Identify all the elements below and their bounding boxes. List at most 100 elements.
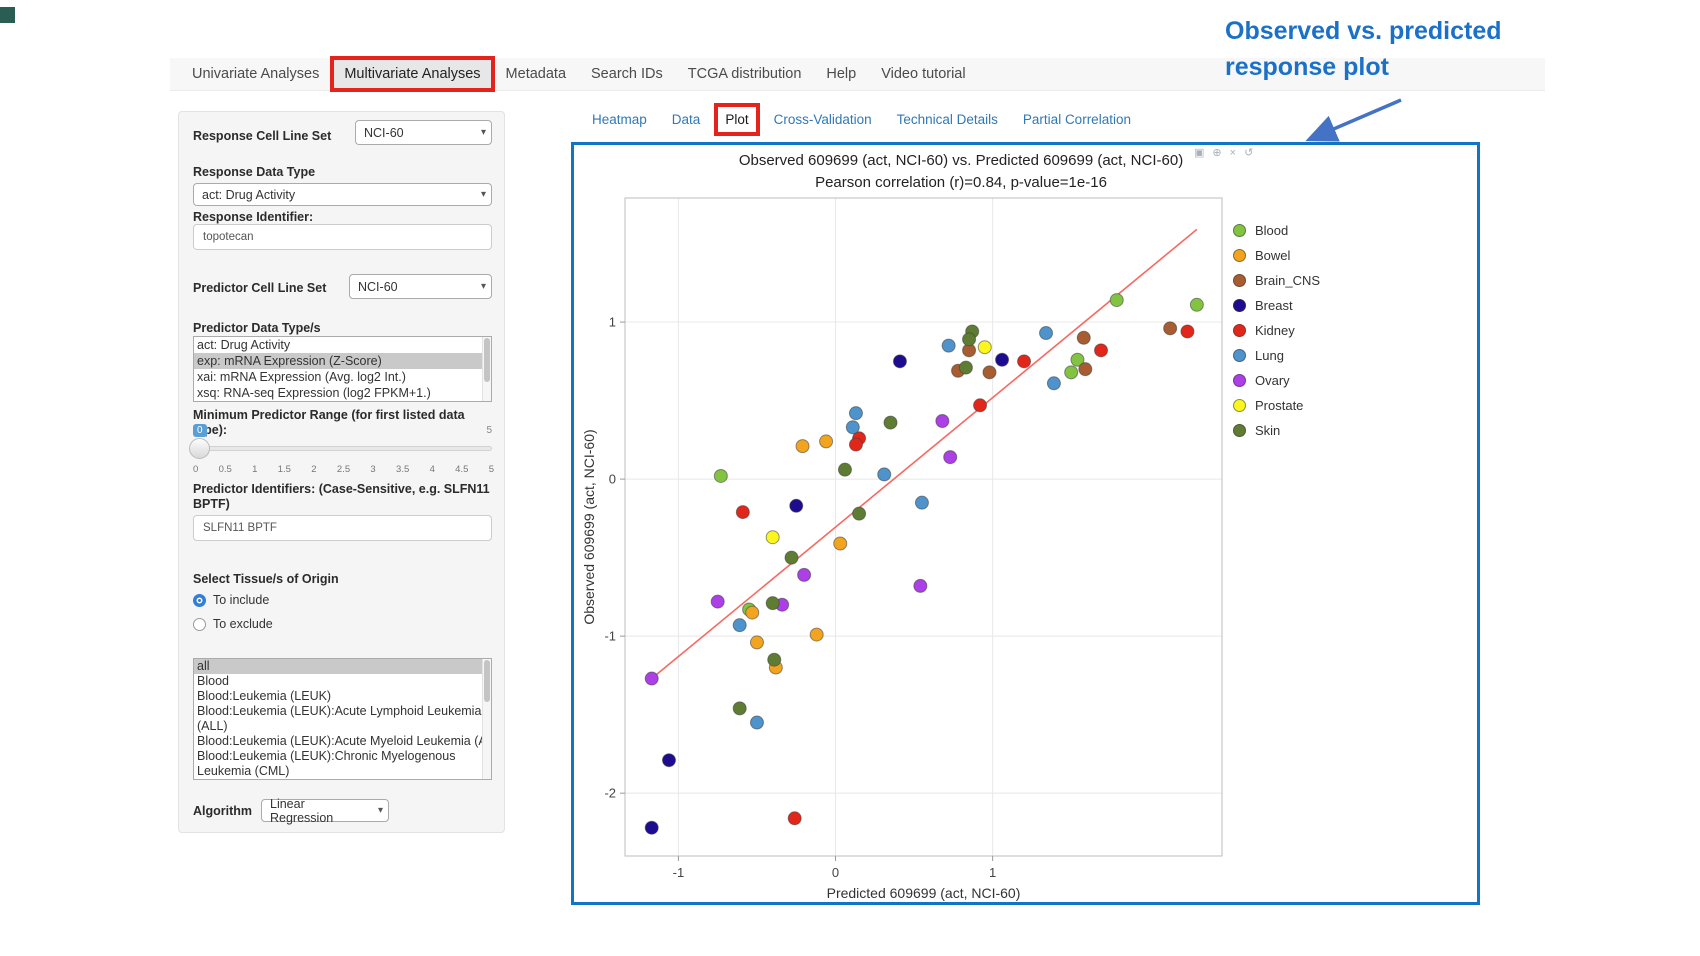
scatter-point-bowel[interactable] bbox=[833, 536, 848, 551]
radio-to-include[interactable]: To include bbox=[193, 593, 269, 607]
nav-item-univariate-analyses[interactable]: Univariate Analyses bbox=[192, 66, 320, 82]
scatter-point-breast[interactable] bbox=[661, 753, 676, 768]
scatter-point-lung[interactable] bbox=[1046, 376, 1061, 391]
legend-item-bowel[interactable]: Bowel bbox=[1233, 248, 1290, 263]
scatter-point-skin[interactable] bbox=[784, 550, 799, 565]
response-cell-line-set-select[interactable]: NCI-60 ▾ bbox=[355, 120, 492, 145]
scatter-point-breast[interactable] bbox=[995, 352, 1010, 367]
scatter-point-brain_cns[interactable] bbox=[982, 365, 997, 380]
tab-partial-correlation[interactable]: Partial Correlation bbox=[1022, 112, 1131, 127]
camera-icon[interactable]: ▣ bbox=[1194, 147, 1205, 159]
slider-handle[interactable] bbox=[189, 438, 210, 459]
pan-icon[interactable]: × bbox=[1229, 147, 1237, 159]
nav-item-search-ids[interactable]: Search IDs bbox=[591, 66, 663, 82]
scatter-point-blood[interactable] bbox=[1064, 365, 1079, 380]
predictor-data-types-list[interactable]: act: Drug Activity exp: mRNA Expression (… bbox=[193, 336, 492, 402]
scatter-point-skin[interactable] bbox=[767, 652, 782, 667]
response-identifier-input[interactable]: topotecan bbox=[193, 224, 492, 250]
scatter-point-breast[interactable] bbox=[789, 498, 804, 513]
scrollbar[interactable] bbox=[482, 337, 491, 401]
scatter-point-bowel[interactable] bbox=[809, 627, 824, 642]
tab-technical-details[interactable]: Technical Details bbox=[896, 112, 998, 127]
scatter-point-breast[interactable] bbox=[892, 354, 907, 369]
reset-icon[interactable]: ↺ bbox=[1244, 147, 1254, 159]
tab-plot[interactable]: Plot bbox=[714, 103, 760, 136]
scatter-point-blood[interactable] bbox=[713, 468, 728, 483]
scatter-point-lung[interactable] bbox=[749, 715, 764, 730]
scatter-point-skin[interactable] bbox=[958, 360, 973, 375]
scatter-point-lung[interactable] bbox=[941, 338, 956, 353]
legend-item-breast[interactable]: Breast bbox=[1233, 298, 1293, 313]
tab-heatmap[interactable]: Heatmap bbox=[592, 112, 647, 127]
scatter-point-ovary[interactable] bbox=[797, 567, 812, 582]
radio-to-exclude[interactable]: To exclude bbox=[193, 617, 273, 631]
predictor-data-type-option[interactable]: exp: mRNA Expression (Z-Score) bbox=[194, 353, 491, 369]
slider-track[interactable] bbox=[195, 446, 492, 451]
algorithm-select[interactable]: Linear Regression ▾ bbox=[261, 797, 389, 825]
legend-item-skin[interactable]: Skin bbox=[1233, 423, 1280, 438]
nav-item-multivariate-analyses[interactable]: Multivariate Analyses bbox=[330, 56, 495, 92]
scatter-point-brain_cns[interactable] bbox=[1076, 330, 1091, 345]
scatter-point-lung[interactable] bbox=[848, 406, 863, 421]
nav-item-tcga-distribution[interactable]: TCGA distribution bbox=[687, 66, 802, 82]
scatter-point-lung[interactable] bbox=[1039, 326, 1054, 341]
scatter-point-blood[interactable] bbox=[1070, 352, 1085, 367]
response-data-type-select[interactable]: act: Drug Activity ▾ bbox=[193, 183, 492, 206]
predictor-data-type-option[interactable]: xsq: RNA-seq Expression (log2 FPKM+1.) bbox=[197, 386, 431, 400]
scatter-point-skin[interactable] bbox=[883, 415, 898, 430]
legend-item-kidney[interactable]: Kidney bbox=[1233, 323, 1295, 338]
scatter-point-prostate[interactable] bbox=[977, 340, 992, 355]
legend-item-lung[interactable]: Lung bbox=[1233, 348, 1284, 363]
legend-item-ovary[interactable]: Ovary bbox=[1233, 373, 1290, 388]
scatter-point-bowel[interactable] bbox=[749, 635, 764, 650]
scatter-point-skin[interactable] bbox=[837, 462, 852, 477]
tissue-option[interactable]: Blood:Leukemia (LEUK) bbox=[197, 689, 332, 703]
scrollbar[interactable] bbox=[482, 659, 491, 779]
legend-item-brain_cns[interactable]: Brain_CNS bbox=[1233, 273, 1320, 288]
zoom-icon[interactable]: ⊕ bbox=[1212, 147, 1222, 159]
scatter-point-kidney[interactable] bbox=[1017, 354, 1032, 369]
tissue-option[interactable]: all bbox=[194, 659, 491, 674]
nav-item-help[interactable]: Help bbox=[826, 66, 857, 82]
predictor-identifiers-input[interactable]: SLFN11 BPTF bbox=[193, 515, 492, 541]
scatter-point-blood[interactable] bbox=[1189, 297, 1204, 312]
tissue-option[interactable]: Blood:Leukemia (LEUK):Chronic Myelogenou… bbox=[197, 749, 456, 778]
tissue-option[interactable]: Blood:Leukemia (LEUK):Acute Lymphoid Leu… bbox=[197, 704, 482, 733]
scatter-point-prostate[interactable] bbox=[765, 530, 780, 545]
nav-item-metadata[interactable]: Metadata bbox=[505, 66, 567, 82]
tissue-option[interactable]: Blood bbox=[197, 674, 229, 688]
scatter-point-bowel[interactable] bbox=[745, 605, 760, 620]
scatter-point-ovary[interactable] bbox=[943, 450, 958, 465]
scatter-point-skin[interactable] bbox=[765, 596, 780, 611]
scatter-point-brain_cns[interactable] bbox=[1078, 362, 1093, 377]
legend-item-prostate[interactable]: Prostate bbox=[1233, 398, 1303, 413]
scatter-point-kidney[interactable] bbox=[973, 398, 988, 413]
scatter-point-lung[interactable] bbox=[914, 495, 929, 510]
scatter-point-bowel[interactable] bbox=[795, 439, 810, 454]
predictor-data-type-option[interactable]: act: Drug Activity bbox=[197, 338, 291, 352]
legend-item-blood[interactable]: Blood bbox=[1233, 223, 1288, 238]
scatter-point-lung[interactable] bbox=[732, 618, 747, 633]
scatter-point-kidney[interactable] bbox=[735, 505, 750, 520]
tab-data[interactable]: Data bbox=[671, 112, 701, 127]
predictor-cell-line-set-select[interactable]: NCI-60 ▾ bbox=[349, 274, 492, 299]
scatter-point-skin[interactable] bbox=[852, 506, 867, 521]
scatter-point-ovary[interactable] bbox=[710, 594, 725, 609]
scatter-point-lung[interactable] bbox=[877, 467, 892, 482]
predictor-data-type-option[interactable]: xai: mRNA Expression (Avg. log2 Int.) bbox=[197, 370, 406, 384]
scatter-point-blood[interactable] bbox=[1109, 293, 1124, 308]
scatter-point-skin[interactable] bbox=[962, 332, 977, 347]
scatter-point-brain_cns[interactable] bbox=[1163, 321, 1178, 336]
scatter-point-skin[interactable] bbox=[732, 701, 747, 716]
scatter-point-ovary[interactable] bbox=[935, 413, 950, 428]
scatter-point-lung[interactable] bbox=[845, 420, 860, 435]
tissue-origin-list[interactable]: all Blood Blood:Leukemia (LEUK) Blood:Leuke… bbox=[193, 658, 492, 780]
scatter-point-kidney[interactable] bbox=[1180, 324, 1195, 339]
tab-cross-validation[interactable]: Cross-Validation bbox=[773, 112, 872, 127]
scatter-point-ovary[interactable] bbox=[644, 671, 659, 686]
nav-item-video-tutorial[interactable]: Video tutorial bbox=[881, 66, 966, 82]
scatter-point-kidney[interactable] bbox=[787, 811, 802, 826]
scatter-point-kidney[interactable] bbox=[848, 437, 863, 452]
scatter-point-ovary[interactable] bbox=[913, 578, 928, 593]
scatter-point-kidney[interactable] bbox=[1094, 343, 1109, 358]
